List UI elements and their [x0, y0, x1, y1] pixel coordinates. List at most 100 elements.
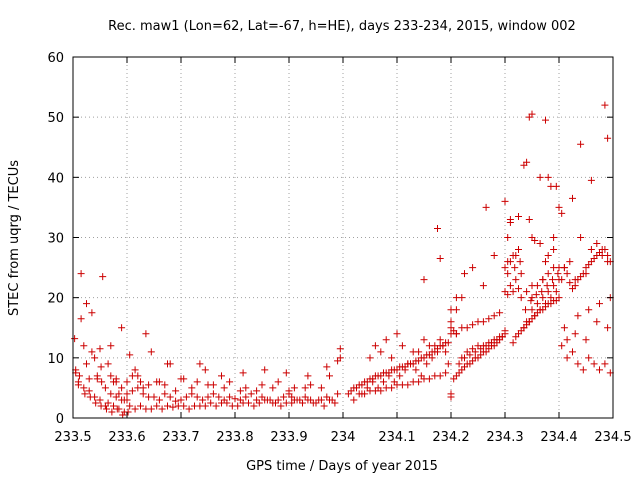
data-point — [74, 378, 82, 386]
y-tick-label: 50 — [47, 111, 64, 126]
data-point — [587, 246, 595, 254]
data-point — [566, 258, 574, 266]
data-point — [104, 399, 112, 407]
data-point — [177, 396, 185, 404]
data-point — [307, 381, 315, 389]
data-point — [560, 324, 568, 332]
data-point — [75, 372, 83, 380]
data-point — [563, 336, 571, 344]
data-point — [442, 369, 450, 377]
data-point — [118, 384, 126, 392]
data-point — [282, 369, 290, 377]
data-point — [147, 348, 155, 356]
data-point — [226, 378, 234, 386]
data-point — [501, 327, 509, 335]
data-point — [601, 360, 609, 368]
data-point — [304, 372, 312, 380]
data-point — [77, 315, 85, 323]
data-point — [91, 354, 99, 362]
data-point — [293, 396, 301, 404]
data-point — [555, 203, 563, 211]
y-axis-label: STEC from uqrg / TECUs — [7, 160, 22, 316]
data-point — [323, 363, 331, 371]
data-point — [107, 390, 115, 398]
data-point — [509, 288, 517, 296]
data-point — [601, 246, 609, 254]
data-point — [358, 390, 366, 398]
data-point — [515, 212, 522, 220]
data-point — [593, 318, 601, 326]
data-point — [96, 345, 104, 353]
data-point — [506, 218, 514, 226]
data-point — [223, 399, 231, 407]
data-point — [188, 384, 196, 392]
data-point — [558, 342, 566, 350]
data-point — [245, 399, 252, 407]
data-point — [539, 276, 547, 284]
data-point — [97, 363, 105, 371]
y-tick-label: 0 — [56, 412, 64, 427]
data-point — [566, 279, 574, 287]
data-point — [301, 384, 309, 392]
data-point — [336, 354, 344, 362]
data-point — [185, 405, 193, 413]
grid-layer — [73, 57, 613, 418]
data-point — [115, 405, 123, 413]
data-point — [196, 360, 204, 368]
data-point — [442, 348, 450, 356]
data-point — [482, 203, 490, 211]
data-point — [201, 402, 209, 410]
data-point — [137, 378, 144, 386]
data-point — [101, 384, 109, 392]
data-point — [447, 318, 455, 326]
data-point — [161, 390, 169, 398]
data-point — [536, 240, 544, 248]
data-point — [585, 354, 593, 362]
data-point — [452, 330, 460, 338]
data-point — [528, 234, 536, 241]
data-point — [88, 309, 96, 317]
data-point — [523, 318, 531, 326]
data-point — [401, 366, 409, 374]
data-point — [398, 342, 406, 350]
data-point — [266, 396, 274, 404]
data-point — [415, 348, 423, 356]
data-point — [277, 402, 285, 410]
data-point — [582, 270, 590, 278]
y-tick-label: 30 — [47, 232, 64, 247]
y-tick-label: 40 — [47, 171, 64, 186]
data-point — [153, 378, 161, 386]
data-point — [261, 366, 269, 374]
data-point — [142, 330, 150, 338]
data-point — [258, 381, 266, 389]
data-point — [532, 291, 540, 299]
data-point — [515, 285, 522, 293]
data-point — [280, 393, 288, 401]
data-point — [517, 270, 525, 278]
data-point — [558, 276, 566, 284]
data-point — [315, 396, 323, 404]
data-point — [86, 393, 94, 401]
data-point — [374, 384, 382, 392]
data-point — [331, 399, 339, 407]
data-point — [153, 402, 161, 410]
data-point — [247, 390, 255, 398]
data-point — [522, 306, 530, 314]
data-point — [123, 390, 131, 398]
data-point — [299, 399, 306, 407]
data-point — [504, 270, 512, 278]
data-point — [334, 390, 342, 398]
data-point — [463, 348, 471, 356]
data-point — [509, 252, 517, 260]
data-point — [554, 270, 562, 278]
data-point — [85, 375, 93, 383]
data-point — [166, 360, 174, 368]
data-point — [390, 378, 398, 386]
data-point — [425, 375, 433, 383]
data-point — [107, 372, 115, 380]
data-point — [434, 348, 441, 356]
data-point — [533, 282, 541, 290]
x-axis-label: GPS time / Days of year 2015 — [246, 459, 438, 474]
data-point — [193, 378, 201, 386]
